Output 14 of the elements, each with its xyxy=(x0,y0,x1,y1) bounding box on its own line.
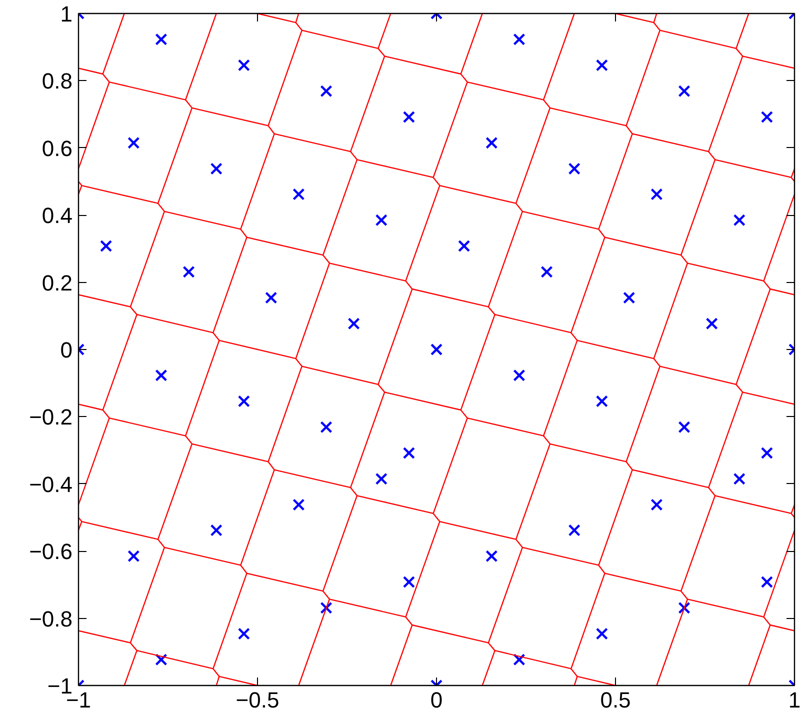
y-tick-label: 0.8 xyxy=(42,68,73,94)
y-tick-label: 1 xyxy=(60,2,73,26)
y-tick-label: 0.4 xyxy=(42,203,73,228)
x-tick-label: 1 xyxy=(788,688,801,712)
y-tick-label: −0.2 xyxy=(29,404,73,430)
y-tick-label: −0.8 xyxy=(29,606,73,632)
y-tick-label: 0.6 xyxy=(42,136,73,161)
x-tick-label: −0.5 xyxy=(236,688,280,712)
y-tick-label: 0.2 xyxy=(42,270,73,296)
y-tick-label: −0.4 xyxy=(29,472,73,497)
x-tick-label: 0.5 xyxy=(600,688,631,712)
x-tick-label: 0 xyxy=(430,688,443,712)
y-tick-label: −0.6 xyxy=(29,539,73,564)
y-tick-label: 0 xyxy=(60,338,73,362)
